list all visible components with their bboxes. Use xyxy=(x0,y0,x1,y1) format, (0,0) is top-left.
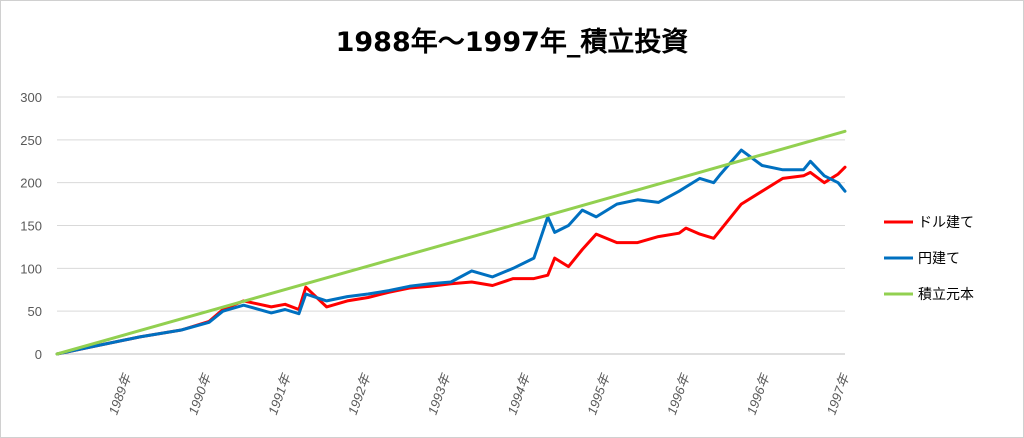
x-tick-label: 1990年 xyxy=(185,370,214,416)
y-axis-labels: 0 50 100 150 200 250 300 xyxy=(20,90,42,362)
legend-label: 積立元本 xyxy=(918,287,974,303)
x-tick-label: 1996年 xyxy=(664,370,693,416)
series-line-0 xyxy=(55,165,847,356)
x-tick-label: 1989年 xyxy=(106,370,135,416)
legend-label: ドル建て xyxy=(918,215,974,231)
y-tick-label: 50 xyxy=(28,304,42,319)
x-tick-label: 1991年 xyxy=(265,370,294,416)
x-tick-label: 1997年 xyxy=(824,370,853,416)
y-tick-label: 150 xyxy=(20,219,42,234)
chart-title: 1988年～1997年_積立投資 xyxy=(335,27,689,58)
x-tick-label: 1996年 xyxy=(744,370,773,416)
y-tick-label: 100 xyxy=(20,261,42,276)
x-tick-label: 1993年 xyxy=(425,370,454,416)
x-tick-label: 1995年 xyxy=(584,370,613,416)
y-tick-label: 250 xyxy=(20,133,42,148)
series-lines xyxy=(55,129,847,356)
grid-lines xyxy=(57,96,845,355)
x-axis-labels: 1989年 1990年 1991年 1992年 1993年 1994年 1995年 1996年… xyxy=(106,370,853,416)
y-tick-label: 0 xyxy=(35,347,42,362)
legend-label: 円建て xyxy=(918,251,960,267)
series-line-1 xyxy=(55,148,847,356)
y-tick-label: 300 xyxy=(20,90,42,105)
series-line-2 xyxy=(55,129,847,356)
x-tick-label: 1992年 xyxy=(345,370,374,416)
y-tick-label: 200 xyxy=(20,176,42,191)
x-tick-label: 1994年 xyxy=(504,370,533,416)
